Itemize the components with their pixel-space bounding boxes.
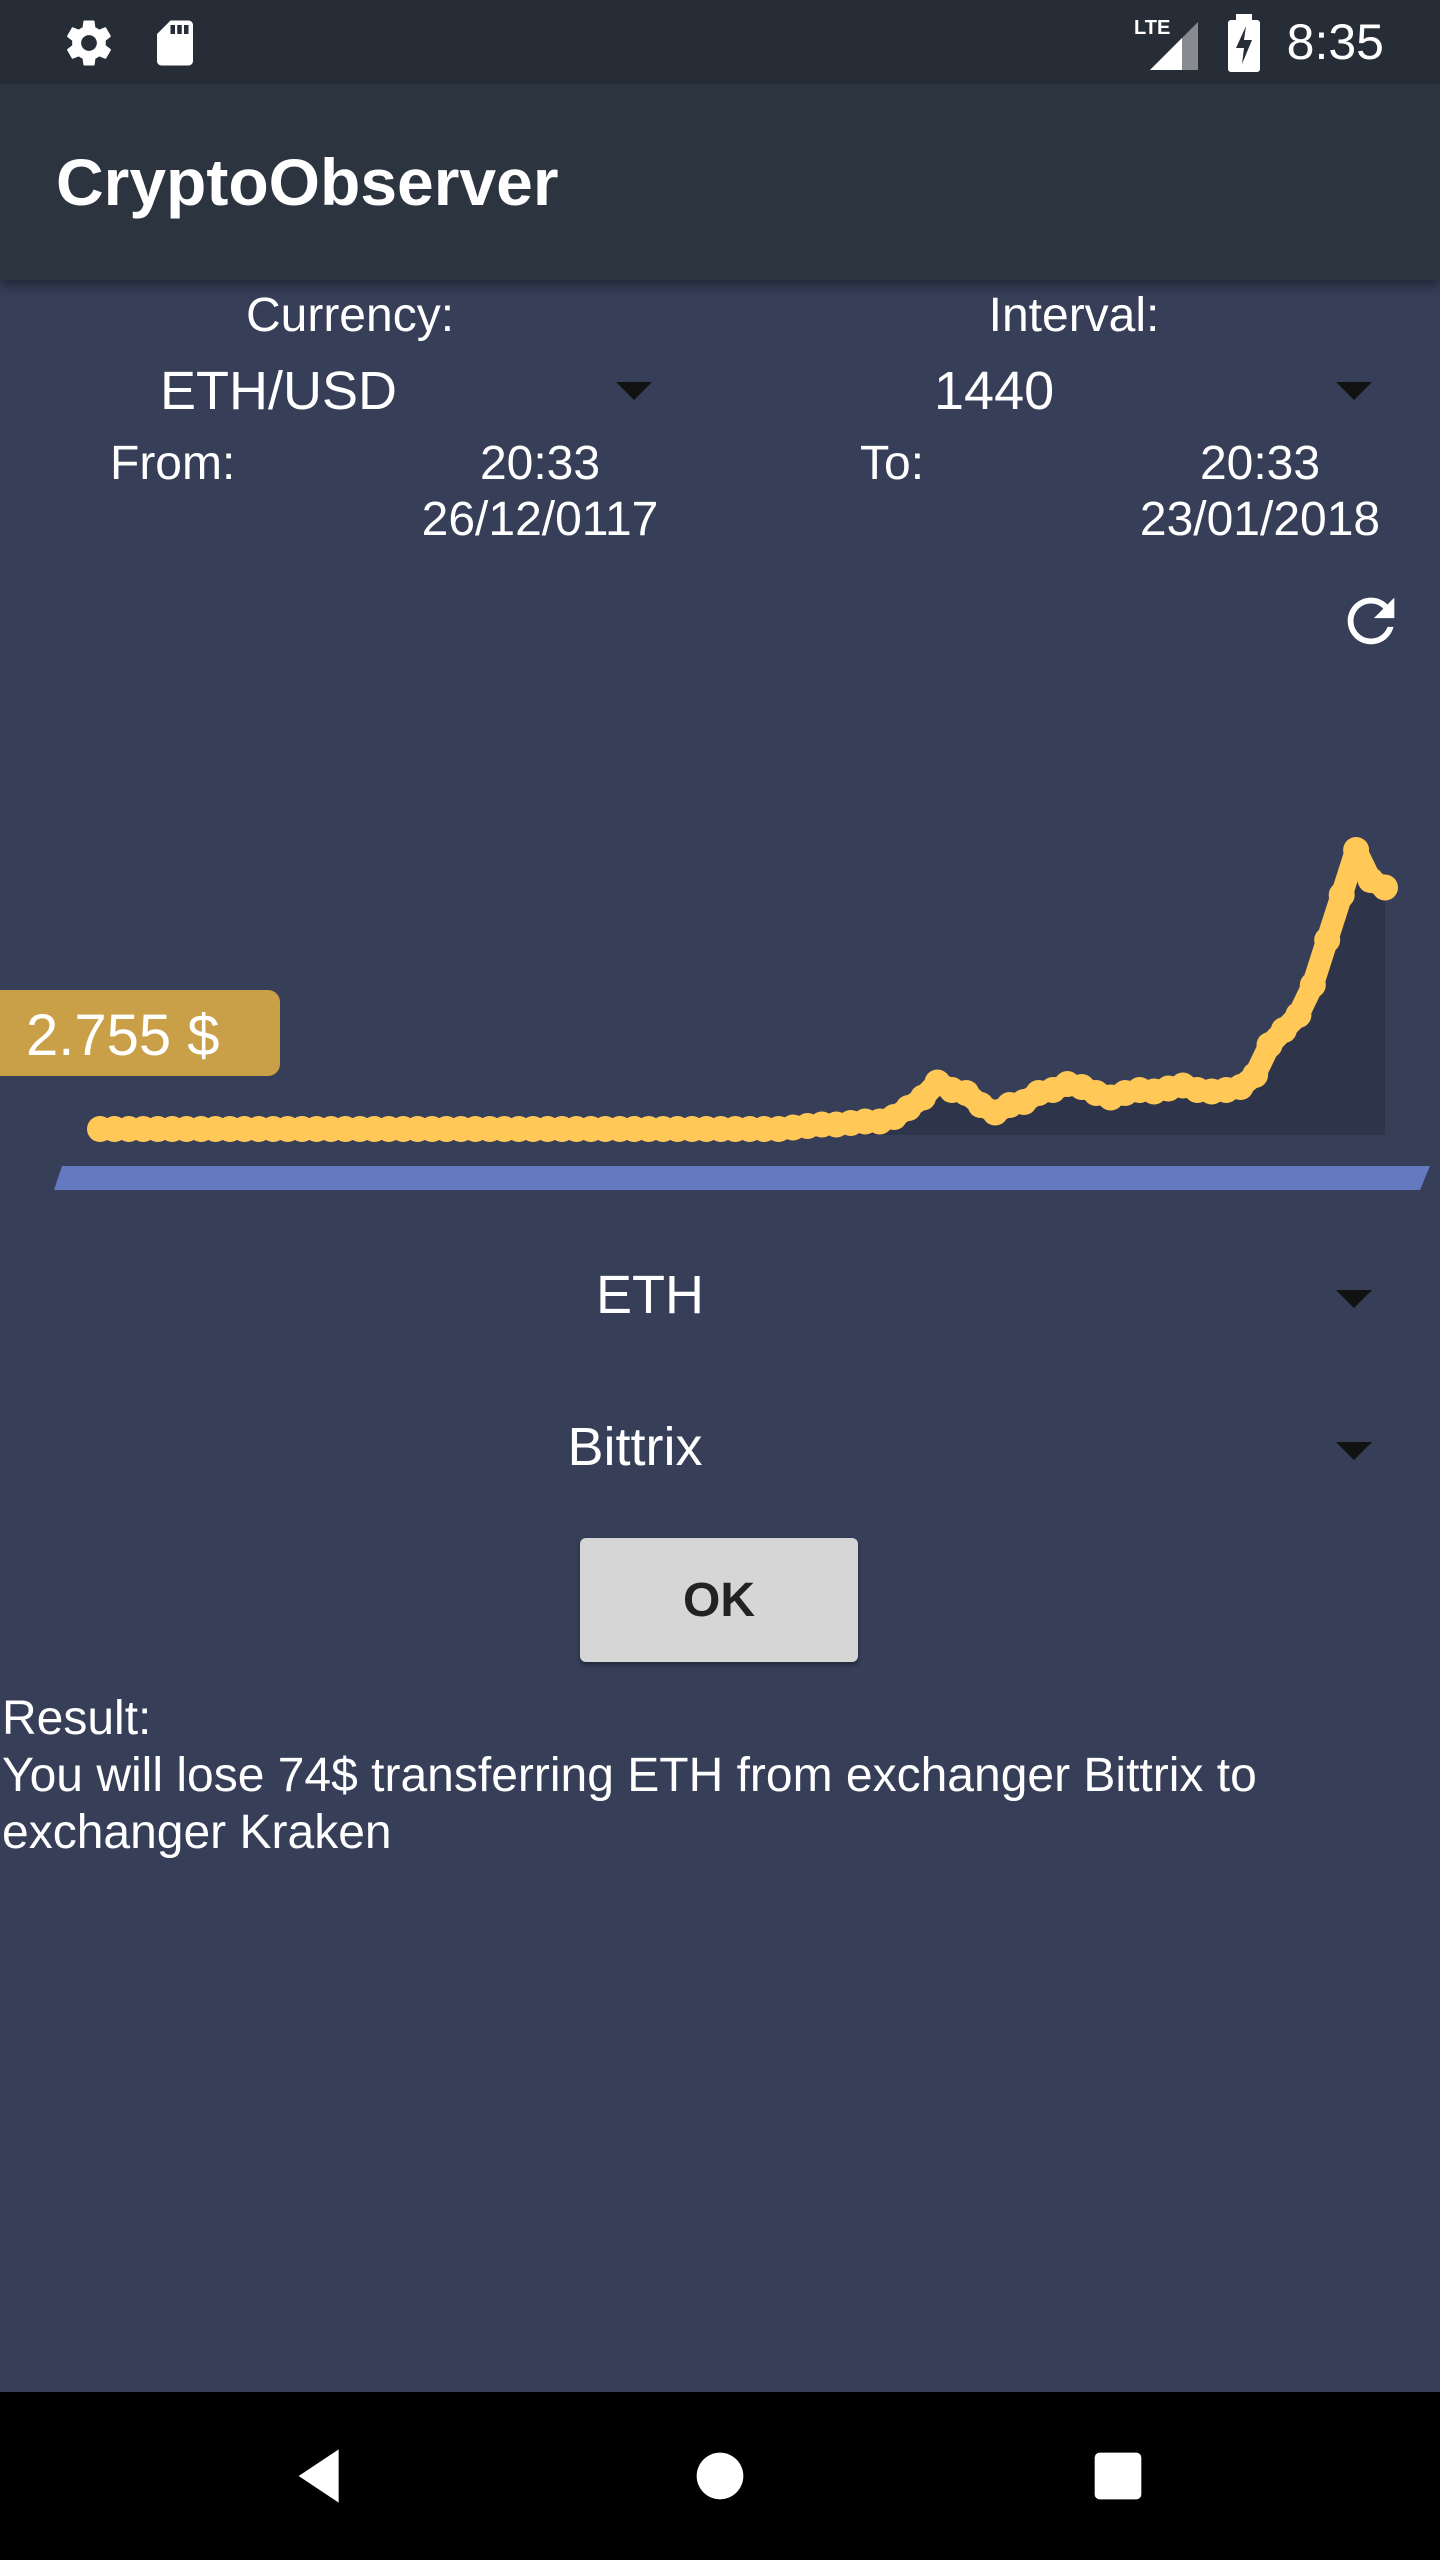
home-icon[interactable]: [680, 2436, 760, 2516]
from-date: 26/12/0117: [421, 493, 659, 546]
chart-point-83: [1285, 1002, 1312, 1028]
chevron-down-icon: [616, 382, 652, 400]
gear-icon: [67, 20, 111, 66]
from-label: From:: [110, 437, 236, 490]
interval-value: 1440: [934, 361, 1055, 421]
chevron-down-icon: [1336, 382, 1372, 400]
interval-label: Interval:: [988, 289, 1160, 342]
to-label: To:: [860, 437, 925, 490]
sd-card-icon: [157, 20, 193, 66]
exchange-value: Bittrix: [567, 1417, 703, 1477]
recents-icon[interactable]: [1078, 2436, 1158, 2516]
ok-button[interactable]: OK: [580, 1538, 858, 1662]
current-price-value: 2.755 $: [26, 1003, 220, 1068]
chart-area: [100, 850, 1385, 1135]
chevron-down-icon: [1336, 1442, 1372, 1460]
status-bar: LTE 8:35: [0, 0, 1440, 84]
chart-point-89: [1372, 874, 1398, 901]
chart-point-80: [1242, 1062, 1269, 1088]
back-icon[interactable]: [282, 2436, 362, 2516]
svg-text:LTE: LTE: [1134, 17, 1170, 39]
asset-value: ETH: [596, 1265, 704, 1325]
app-title: CryptoObserver: [56, 145, 559, 219]
from-time: 20:33: [479, 437, 601, 490]
lte-signal-icon: LTE: [1134, 17, 1198, 70]
exchange-spinner[interactable]: Bittrix: [40, 1402, 1400, 1498]
result-block: Result: You will lose 74$ transferring E…: [2, 1690, 1402, 1861]
asset-spinner[interactable]: ETH: [40, 1250, 1400, 1346]
currency-spinner[interactable]: ETH/USD: [140, 350, 680, 434]
chart-point-86: [1328, 882, 1355, 908]
chart-baseline: [54, 1166, 1430, 1190]
currency-value: ETH/USD: [160, 361, 398, 421]
result-message: You will lose 74$ transferring ETH from …: [2, 1749, 1257, 1859]
price-chart[interactable]: [0, 820, 1440, 1220]
chart-point-87: [1343, 837, 1370, 863]
interval-spinner[interactable]: 1440: [900, 350, 1390, 434]
to-date: 23/01/2018: [1139, 493, 1381, 546]
battery-charging-icon: [1228, 14, 1260, 72]
app-bar: CryptoObserver: [0, 84, 1440, 280]
currency-label: Currency:: [245, 289, 455, 342]
chart-point-85: [1314, 927, 1341, 953]
from-datetime[interactable]: 20:33 26/12/0117: [390, 436, 690, 556]
current-price-badge: 2.755 $: [0, 990, 280, 1076]
to-time: 20:33: [1199, 437, 1321, 490]
refresh-icon[interactable]: [1336, 586, 1406, 656]
chart-point-84: [1299, 972, 1326, 998]
chevron-down-icon: [1336, 1290, 1372, 1308]
navigation-bar: [0, 2392, 1440, 2560]
clock-time: 8:35: [1286, 14, 1384, 70]
result-label: Result:: [2, 1692, 152, 1745]
to-datetime[interactable]: 20:33 23/01/2018: [1110, 436, 1410, 556]
